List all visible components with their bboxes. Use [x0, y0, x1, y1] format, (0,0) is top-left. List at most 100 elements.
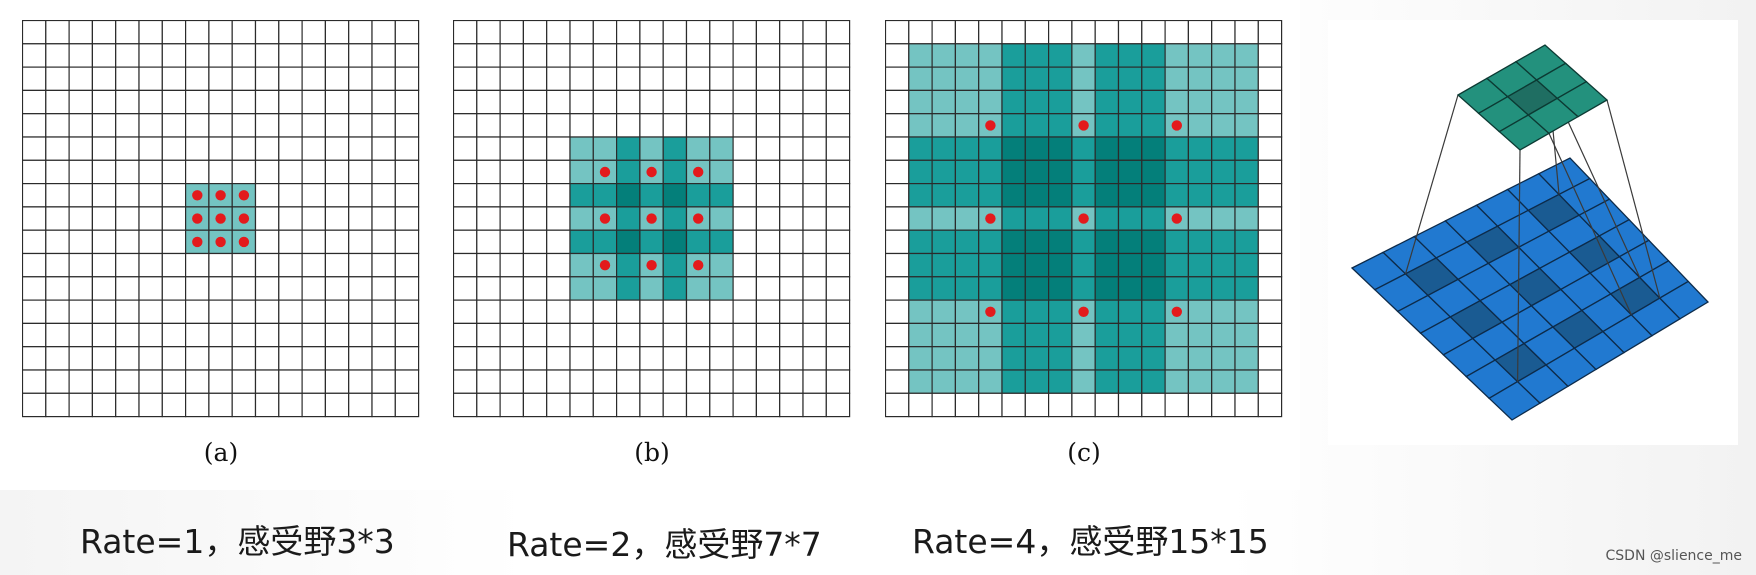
grid-cell — [709, 89, 734, 115]
grid-cell — [138, 159, 163, 185]
grid-cell — [1048, 43, 1073, 68]
grid-cell — [476, 252, 501, 278]
grid-cell — [931, 322, 956, 348]
kernel-point — [599, 260, 611, 271]
grid-cell — [1001, 229, 1026, 255]
grid-cell — [616, 322, 641, 348]
grid-cell — [954, 322, 980, 348]
grid-cell — [22, 159, 47, 185]
grid-cell — [709, 369, 734, 394]
grid-cell — [1024, 136, 1050, 161]
grid-cell — [779, 252, 804, 278]
grid-cell — [1048, 113, 1073, 138]
grid-cell — [569, 229, 594, 255]
grid-cell — [499, 113, 524, 138]
grid-cell — [755, 369, 781, 394]
grid-cell — [779, 276, 804, 301]
grid-cell — [978, 369, 1003, 394]
grid-cell — [22, 299, 47, 325]
grid-cell — [394, 89, 420, 115]
grid-cell — [1094, 276, 1120, 301]
grid-cell — [1141, 183, 1166, 208]
grid-cell — [499, 206, 524, 231]
grid-cell — [185, 159, 210, 185]
grid-cell — [522, 20, 548, 45]
grid-cell — [1048, 276, 1073, 301]
grid-cell — [546, 89, 571, 115]
grid-cell — [161, 113, 187, 138]
grid-cell — [662, 206, 688, 231]
grid-cell — [1001, 66, 1026, 91]
grid-cell — [324, 43, 350, 68]
kernel-point — [985, 306, 996, 317]
grid-cell — [185, 276, 210, 301]
grid-cell — [931, 89, 956, 115]
grid-cell — [476, 276, 501, 301]
grid-cell — [1211, 369, 1236, 394]
grid-cell — [301, 113, 327, 138]
grid-cell — [208, 89, 233, 115]
grid-cell — [301, 159, 327, 185]
grid-cell — [639, 89, 664, 115]
grid-cell — [569, 159, 594, 185]
grid-cell — [1048, 20, 1073, 45]
grid-cell — [1141, 392, 1166, 418]
grid-cell — [779, 113, 804, 138]
grid-cell — [185, 113, 210, 138]
grid-cell — [138, 113, 163, 138]
grid-cell — [1141, 229, 1166, 255]
grid-cell — [499, 43, 524, 68]
grid-cell — [569, 89, 594, 115]
grid-cell — [616, 89, 641, 115]
grid-cell — [954, 183, 980, 208]
grid-cell — [1071, 183, 1096, 208]
grid-cell — [825, 322, 851, 348]
grid-cell — [885, 206, 910, 231]
grid-cell — [1211, 159, 1236, 185]
grid-cell — [732, 89, 758, 115]
grid-cell — [1048, 229, 1073, 255]
grid-cell — [954, 229, 980, 255]
grid-cell — [685, 392, 711, 418]
grid-cell — [476, 20, 501, 45]
grid-cell — [616, 20, 641, 45]
grid-cell — [278, 369, 303, 394]
grid-cell — [254, 322, 280, 348]
grid-cell — [885, 369, 910, 394]
grid-cell — [1234, 206, 1259, 231]
grid-cell — [161, 252, 187, 278]
grid-cell — [1187, 276, 1213, 301]
grid-cell — [1001, 113, 1026, 138]
grid-cell — [301, 299, 327, 325]
grid-cell — [1164, 20, 1190, 45]
grid-cell — [1048, 159, 1073, 185]
grid-cell — [569, 346, 594, 371]
grid-cell — [1024, 346, 1050, 371]
grid-cell — [1094, 66, 1120, 91]
grid-cell — [394, 66, 420, 91]
grid-cell — [231, 113, 257, 138]
grid-cell — [592, 346, 618, 371]
grid-cell — [1187, 183, 1213, 208]
grid-cell — [91, 229, 117, 255]
grid-cell — [1024, 113, 1050, 138]
grid-cell — [115, 322, 140, 348]
grid-cell — [301, 392, 327, 418]
grid-cell — [685, 20, 711, 45]
grid-cell — [301, 276, 327, 301]
grid-cell — [45, 322, 70, 348]
grid-cell — [208, 159, 233, 185]
grid-cell — [68, 229, 93, 255]
grid-cell — [185, 136, 210, 161]
grid-cell — [499, 183, 524, 208]
grid-cell — [732, 20, 758, 45]
grid-cell — [954, 206, 980, 231]
grid-cell — [825, 369, 851, 394]
grid-cell — [1141, 206, 1166, 231]
grid-cell — [115, 369, 140, 394]
grid-cell — [1187, 229, 1213, 255]
grid-cell — [732, 229, 758, 255]
grid-cell — [685, 276, 711, 301]
grid-cell — [908, 159, 933, 185]
grid-cell — [138, 20, 163, 45]
